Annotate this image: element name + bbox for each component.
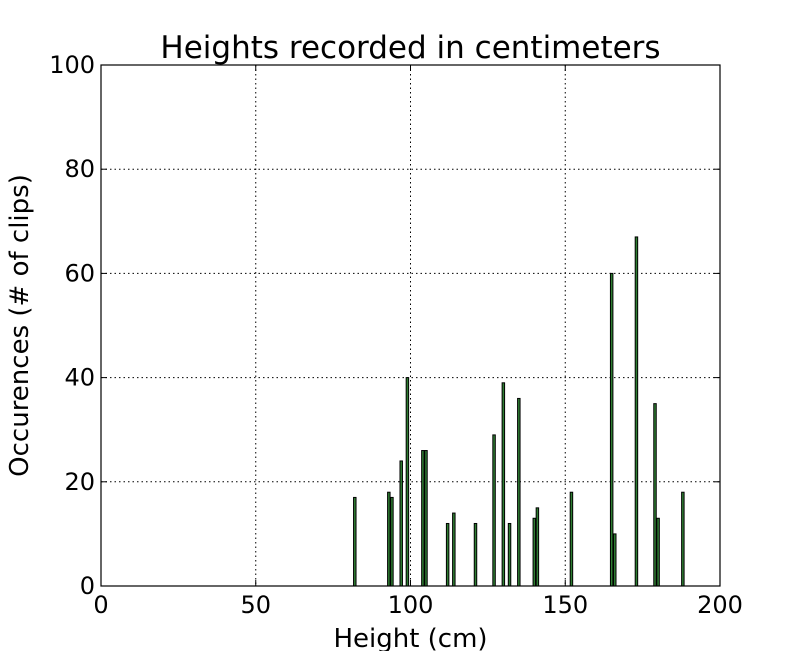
bar xyxy=(353,496,357,587)
bar xyxy=(569,491,574,587)
bar xyxy=(390,496,394,587)
bar xyxy=(492,434,496,587)
bar xyxy=(405,377,410,587)
y-tick-label: 80 xyxy=(64,155,95,183)
y-tick-label: 100 xyxy=(49,51,95,79)
x-tick-label: 50 xyxy=(240,591,271,619)
bar xyxy=(517,397,521,587)
bar xyxy=(399,460,403,587)
bar xyxy=(501,382,506,587)
bar xyxy=(656,517,660,587)
bar xyxy=(681,491,685,587)
chart-title: Heights recorded in centimeters xyxy=(160,30,660,66)
x-tick-label: 150 xyxy=(542,591,588,619)
y-tick-label: 40 xyxy=(64,364,95,392)
bar xyxy=(613,533,617,587)
bar xyxy=(507,522,512,587)
y-axis-label: Occurences (# of clips) xyxy=(5,174,35,477)
x-tick-label: 100 xyxy=(388,591,434,619)
x-tick-label: 200 xyxy=(697,591,743,619)
bar xyxy=(634,236,639,587)
bar xyxy=(653,403,657,587)
y-tick-label: 20 xyxy=(64,468,95,496)
bar xyxy=(424,450,428,587)
grid xyxy=(100,64,721,587)
bar xyxy=(421,450,425,587)
plot-frame xyxy=(100,64,721,587)
bar xyxy=(535,507,540,587)
x-axis-label: Height (cm) xyxy=(333,624,487,651)
y-tick-label: 60 xyxy=(64,259,95,287)
bar xyxy=(532,517,537,587)
ticks: 0 50 100 150 200 0 20 40 60 80 100 xyxy=(49,51,743,619)
bar xyxy=(609,272,614,587)
bar xyxy=(452,512,456,587)
bar xyxy=(473,522,478,587)
bar xyxy=(387,491,391,587)
bars xyxy=(353,236,685,587)
x-tick-label: 0 xyxy=(93,591,108,619)
y-tick-label: 0 xyxy=(80,572,95,600)
bar xyxy=(445,522,450,587)
